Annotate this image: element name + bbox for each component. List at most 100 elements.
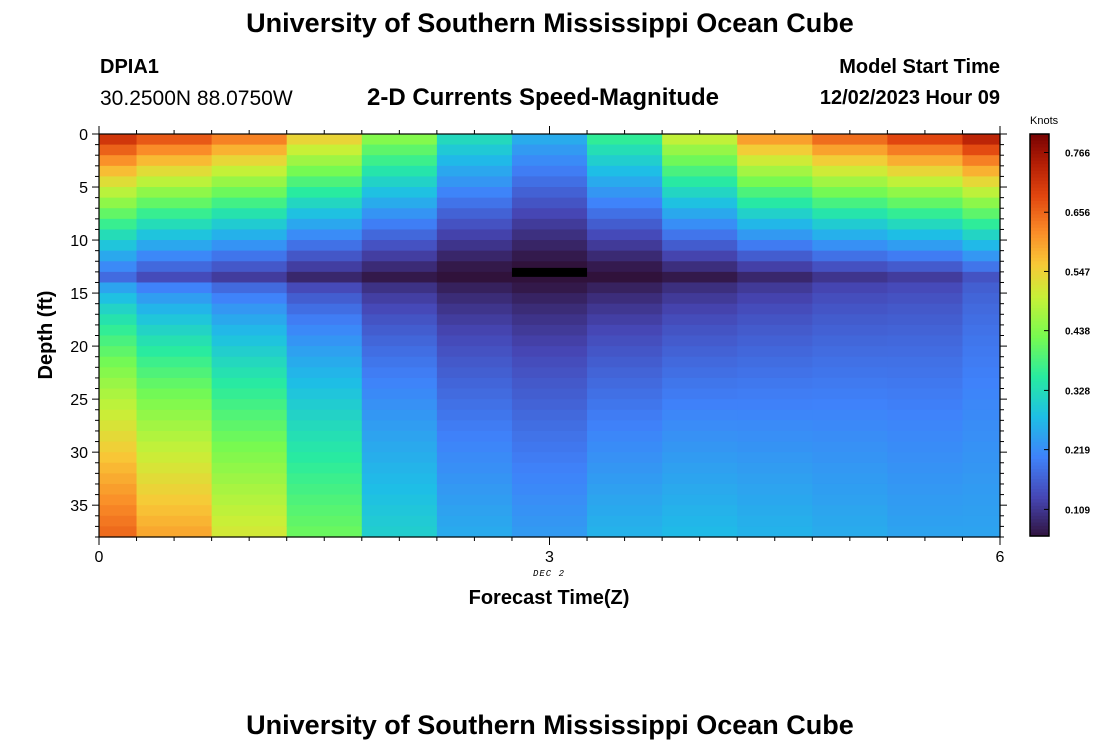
heatmap-cell xyxy=(511,462,588,474)
heatmap-cell xyxy=(737,346,813,358)
heatmap-cell xyxy=(286,377,363,390)
heatmap-cell xyxy=(662,377,738,390)
heatmap-cell xyxy=(511,271,588,284)
colorbar-swatch xyxy=(1030,227,1049,232)
heatmap-cell xyxy=(511,208,588,220)
heatmap-cell xyxy=(737,505,813,517)
heatmap-cell xyxy=(136,314,213,326)
heatmap-cell xyxy=(361,526,438,538)
colorbar-swatch xyxy=(1030,482,1049,487)
heatmap-cell xyxy=(361,314,438,326)
heatmap-cell xyxy=(99,314,138,326)
heatmap-cell xyxy=(887,134,964,146)
heatmap-cell xyxy=(361,335,438,347)
heatmap-cell xyxy=(587,208,663,220)
heatmap-cell xyxy=(962,515,1001,527)
heatmap-cell xyxy=(286,441,363,453)
heatmap-cell xyxy=(99,271,138,284)
heatmap-cell xyxy=(361,473,438,485)
heatmap-cell xyxy=(812,388,888,400)
heatmap-cell xyxy=(436,155,513,167)
heatmap-cell xyxy=(587,462,663,474)
colorbar-swatch xyxy=(1030,241,1049,246)
heatmap-cell xyxy=(812,176,888,188)
heatmap-cell xyxy=(662,409,738,421)
heatmap-cell xyxy=(211,526,288,538)
heatmap-cell xyxy=(587,473,663,485)
heatmap-cell xyxy=(99,229,138,241)
heatmap-cell xyxy=(887,293,964,305)
heatmap-cell xyxy=(436,208,513,220)
heatmap-cell xyxy=(136,515,213,527)
heatmap-cell xyxy=(286,452,363,464)
heatmap-cell xyxy=(887,409,964,421)
heatmap-cell xyxy=(812,346,888,358)
colorbar-swatch xyxy=(1030,304,1049,309)
heatmap-cell xyxy=(962,377,1001,390)
colorbar-swatch xyxy=(1030,197,1049,202)
heatmap-cell xyxy=(436,229,513,241)
heatmap-cell xyxy=(812,261,888,273)
heatmap-cell xyxy=(99,526,138,538)
heatmap-cell xyxy=(737,197,813,209)
colorbar-swatch xyxy=(1030,395,1049,400)
heatmap-cell xyxy=(812,197,888,209)
heatmap-cells xyxy=(99,134,1001,538)
station-id: DPIA1 xyxy=(100,56,159,78)
heatmap-cell xyxy=(436,134,513,146)
colorbar-swatch xyxy=(1030,247,1049,252)
heatmap-cell xyxy=(511,282,588,294)
heatmap-cell xyxy=(436,218,513,231)
heatmap-cell xyxy=(812,377,888,390)
heatmap-cell xyxy=(436,293,513,305)
heatmap-cell xyxy=(211,462,288,474)
heatmap-cell xyxy=(587,452,663,464)
heatmap-cell xyxy=(361,494,438,506)
colorbar-swatch xyxy=(1030,144,1049,148)
heatmap-cell xyxy=(587,187,663,199)
heatmap-cell xyxy=(99,187,138,199)
axes: 0 5 10 15 20 25 30 35 0 3 6 xyxy=(70,126,1007,566)
heatmap-cell xyxy=(136,462,213,474)
colorbar-swatch xyxy=(1030,321,1049,326)
heatmap-cell xyxy=(361,356,438,368)
heatmap-cell xyxy=(737,250,813,262)
heatmap-cell xyxy=(887,452,964,464)
heatmap-cell xyxy=(737,293,813,305)
heatmap-cell xyxy=(361,197,438,209)
heatmap-cell xyxy=(587,526,663,538)
heatmap-cell xyxy=(99,261,138,273)
colorbar-swatch xyxy=(1030,264,1049,269)
heatmap-cell xyxy=(361,134,438,146)
heatmap-cell xyxy=(211,346,288,358)
heatmap-cell xyxy=(662,473,738,485)
heatmap-cell xyxy=(812,462,888,474)
heatmap-cell xyxy=(737,388,813,400)
heatmap-cell xyxy=(136,165,213,178)
heatmap-cell xyxy=(812,314,888,326)
colorbar-swatch xyxy=(1030,174,1049,179)
colorbar-frame xyxy=(1029,133,1050,537)
heatmap-cell xyxy=(136,282,213,294)
colorbar-swatch xyxy=(1030,435,1049,440)
heatmap-cell xyxy=(136,367,213,379)
colorbar-swatch xyxy=(1030,217,1049,222)
heatmap-cell xyxy=(136,218,213,231)
heatmap-cell xyxy=(587,367,663,379)
heatmap-cell xyxy=(361,430,438,443)
heatmap-cell xyxy=(436,324,513,337)
heatmap-cell xyxy=(737,240,813,252)
heatmap-cell xyxy=(587,314,663,326)
heatmap-cell xyxy=(587,155,663,167)
colorbar-swatch xyxy=(1030,412,1049,416)
heatmap-cell xyxy=(361,261,438,273)
heatmap-cell xyxy=(962,282,1001,294)
colorbar-swatch xyxy=(1030,465,1049,470)
heatmap-cell xyxy=(136,441,213,453)
heatmap-cell xyxy=(587,483,663,496)
heatmap-cell xyxy=(737,271,813,284)
heatmap-cell xyxy=(286,165,363,178)
heatmap-cell xyxy=(737,155,813,167)
colorbar-swatch xyxy=(1030,402,1049,406)
heatmap-cell xyxy=(812,494,888,506)
